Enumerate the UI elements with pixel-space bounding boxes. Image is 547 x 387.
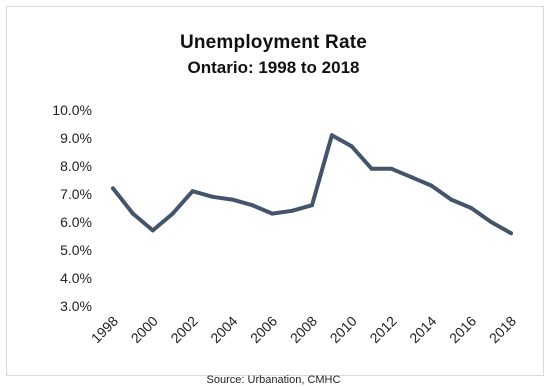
- y-axis: 3.0% 4.0% 5.0% 6.0% 7.0% 8.0% 9.0% 10.0%: [52, 102, 92, 314]
- data-point: [130, 211, 135, 216]
- data-point: [250, 203, 255, 208]
- x-tick-label: 2010: [327, 313, 360, 346]
- y-tick-label: 10.0%: [52, 102, 92, 118]
- data-point: [150, 228, 155, 233]
- data-point: [489, 220, 494, 224]
- data-point: [111, 186, 115, 191]
- x-tick-label: 2014: [406, 313, 439, 346]
- data-point: [290, 208, 295, 213]
- data-point: [190, 189, 195, 194]
- x-tick-label: 2012: [366, 313, 399, 346]
- x-tick-label: 2004: [207, 313, 240, 346]
- x-tick-label: 2016: [446, 313, 479, 346]
- y-tick-label: 8.0%: [60, 158, 92, 174]
- data-point: [170, 211, 175, 216]
- y-tick-label: 9.0%: [60, 130, 92, 146]
- data-point: [509, 231, 513, 236]
- data-point: [349, 144, 354, 149]
- x-tick-label: 2002: [167, 313, 200, 346]
- data-point: [270, 211, 275, 216]
- data-point: [389, 166, 394, 171]
- chart-title: Unemployment Rate: [179, 32, 368, 53]
- data-point: [329, 133, 334, 138]
- data-point: [429, 183, 434, 188]
- x-tick-label: 2018: [486, 313, 519, 346]
- data-point: [230, 197, 235, 202]
- y-tick-label: 5.0%: [60, 242, 92, 258]
- x-tick-label: 1998: [88, 313, 121, 346]
- data-point: [369, 166, 374, 171]
- chart-frame: [6, 6, 544, 376]
- series-line: [111, 133, 513, 236]
- x-tick-label: 2006: [247, 313, 280, 346]
- y-tick-label: 3.0%: [60, 298, 92, 314]
- x-tick-label: 2000: [128, 313, 161, 346]
- data-point: [409, 175, 414, 180]
- data-point: [449, 197, 454, 202]
- data-point: [469, 206, 474, 210]
- x-axis: 1998 2000 2002 2004 2006 2008 2010 2012 2014 2016…: [88, 313, 519, 346]
- y-tick-label: 6.0%: [60, 214, 92, 230]
- chart-subtitle: Ontario: 1998 to 2018: [187, 58, 360, 77]
- x-tick-label: 2008: [287, 313, 320, 346]
- data-point: [210, 194, 215, 199]
- chart-source: Source: Urbanation, CMHC: [206, 374, 341, 386]
- y-tick-label: 4.0%: [60, 270, 92, 286]
- plot-area: [111, 133, 513, 236]
- y-tick-label: 7.0%: [60, 186, 92, 202]
- data-point: [310, 203, 314, 208]
